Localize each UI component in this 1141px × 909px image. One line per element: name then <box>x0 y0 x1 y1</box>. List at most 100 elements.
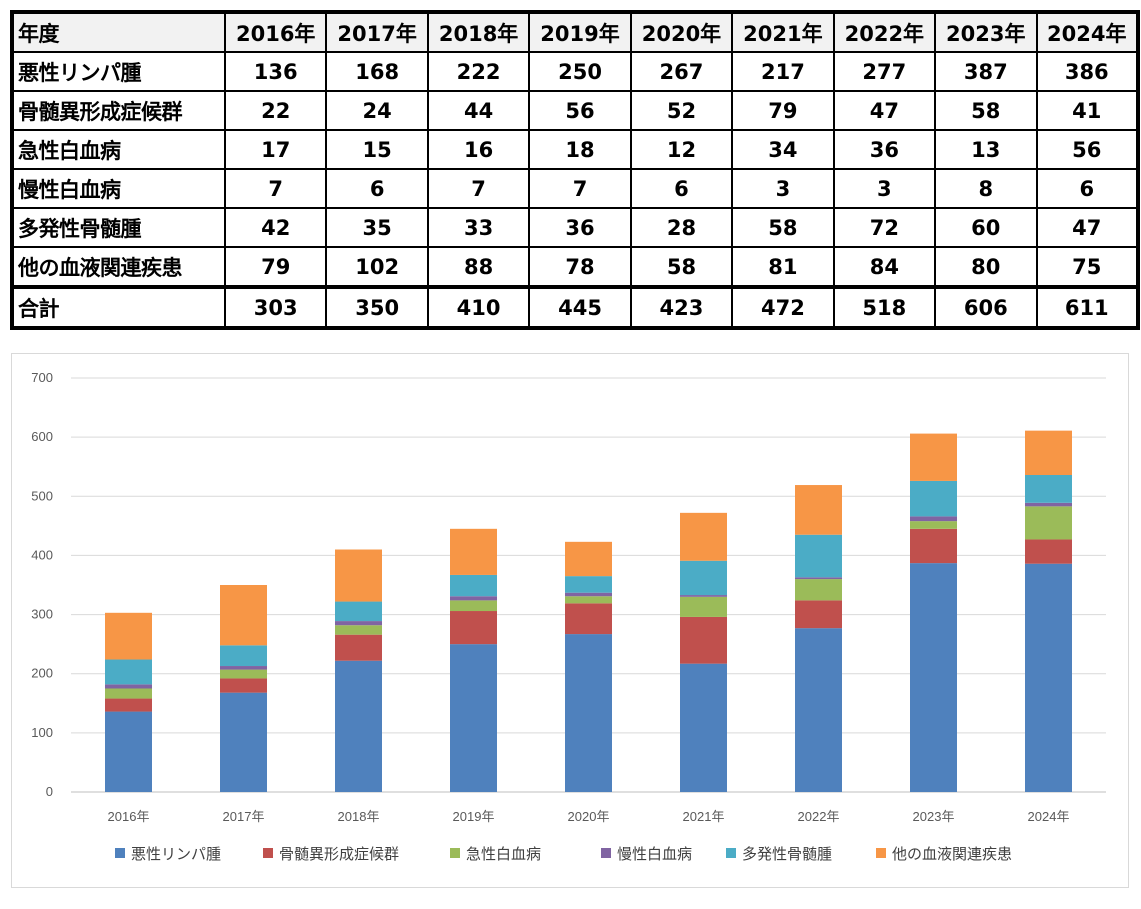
y-tick-label: 0 <box>46 784 53 799</box>
table-row: 悪性リンパ腫 136 168 222 250 267 217 277 387 386 <box>11 51 1139 92</box>
table-row: 多発性骨髄腫 42 35 33 36 28 58 72 60 47 <box>11 207 1139 248</box>
legend-label: 慢性白血病 <box>617 845 692 863</box>
disease-label: 慢性白血病 <box>11 168 226 209</box>
bar-segment <box>795 577 842 580</box>
bar-segment <box>680 616 727 664</box>
total-cell: 445 <box>528 285 632 329</box>
x-tick-label: 2023年 <box>913 809 955 824</box>
bar-segment <box>1025 430 1072 475</box>
table-cell: 81 <box>731 246 835 288</box>
bar-segment <box>565 634 612 792</box>
table-cell: 79 <box>223 246 328 288</box>
bar-segment <box>795 579 842 601</box>
bar-segment <box>335 634 382 661</box>
x-tick-label: 2018年 <box>338 809 380 824</box>
table-cell: 3 <box>832 168 937 209</box>
bar-segment <box>795 534 842 578</box>
bar-segment <box>680 512 727 561</box>
legend-label: 急性白血病 <box>466 845 541 863</box>
table-cell: 168 <box>325 51 429 92</box>
stacked-bar-chart: 0 100 200 300 400 500 600 700 2016年 2017年 2018年 201… <box>11 353 1129 888</box>
x-tick-label: 2019年 <box>453 809 495 824</box>
bar-segment <box>335 660 382 792</box>
bar-segment <box>105 684 152 689</box>
table-cell: 80 <box>934 246 1038 288</box>
y-tick-label: 300 <box>31 607 53 622</box>
y-tick-label: 600 <box>31 429 53 444</box>
table-cell: 8 <box>934 168 1038 209</box>
bar-segment <box>910 433 957 481</box>
table-cell: 22 <box>223 90 328 131</box>
x-tick-label: 2022年 <box>798 809 840 824</box>
bar-segment <box>220 585 267 646</box>
total-cell: 410 <box>426 285 531 329</box>
x-tick-label: 2024年 <box>1028 809 1070 824</box>
legend-label: 多発性骨髄腫 <box>742 845 832 863</box>
bar-segment <box>335 601 382 622</box>
table-cell: 277 <box>832 51 937 92</box>
bar-segment <box>220 645 267 667</box>
year-header: 2019年 <box>528 11 632 53</box>
bar-segment <box>680 663 727 792</box>
table-cell: 217 <box>731 51 835 92</box>
table-cell: 79 <box>731 90 835 131</box>
bar-segment <box>335 625 382 635</box>
table-cell: 7 <box>528 168 632 209</box>
bar-segment <box>220 678 267 693</box>
bar-segment <box>1025 474 1072 503</box>
year-header: 2017年 <box>325 11 429 53</box>
year-header: 2018年 <box>426 11 531 53</box>
legend-label: 骨髄異形成症候群 <box>279 845 399 863</box>
bar-segment <box>450 574 497 597</box>
table-cell: 56 <box>528 90 632 131</box>
year-header: 2016年 <box>223 11 328 53</box>
table-cell: 44 <box>426 90 531 131</box>
table-cell: 250 <box>528 51 632 92</box>
total-cell: 350 <box>325 285 429 329</box>
bar-segment <box>565 576 612 593</box>
table-cell: 58 <box>629 246 734 288</box>
table-cell: 17 <box>223 129 328 170</box>
table-cell: 3 <box>731 168 835 209</box>
table-row: 他の血液関連疾患 79 102 88 78 58 81 84 80 75 <box>11 246 1139 288</box>
bar-segment <box>680 596 727 617</box>
year-header: 2023年 <box>934 11 1038 53</box>
table-cell: 78 <box>528 246 632 288</box>
bar-segment <box>220 669 267 679</box>
table-cell: 47 <box>832 90 937 131</box>
disease-label: 骨髄異形成症候群 <box>11 90 226 131</box>
table-cell: 6 <box>629 168 734 209</box>
disease-label: 多発性骨髄腫 <box>11 207 226 248</box>
table-cell: 12 <box>629 129 734 170</box>
table-cell: 75 <box>1035 246 1139 288</box>
total-cell: 423 <box>629 285 734 329</box>
bar-segment <box>910 528 957 564</box>
table-cell: 56 <box>1035 129 1139 170</box>
table-cell: 88 <box>426 246 531 288</box>
total-label: 合計 <box>11 285 226 329</box>
x-tick-label: 2021年 <box>683 809 725 824</box>
bar-segment <box>450 600 497 612</box>
table-cell: 36 <box>528 207 632 248</box>
total-cell: 518 <box>832 285 937 329</box>
legend-swatch <box>726 848 736 858</box>
bar-segment <box>1025 539 1072 564</box>
bar-segment <box>450 644 497 792</box>
legend-swatch <box>263 848 273 858</box>
bar-segment <box>795 485 842 535</box>
table-cell: 136 <box>223 51 328 92</box>
total-cell: 472 <box>731 285 835 329</box>
legend-label: 他の血液関連疾患 <box>892 845 1012 863</box>
table-cell: 28 <box>629 207 734 248</box>
table-cell: 267 <box>629 51 734 92</box>
x-tick-label: 2016年 <box>108 809 150 824</box>
legend-swatch <box>876 848 886 858</box>
table-cell: 15 <box>325 129 429 170</box>
data-table: 年度 2016年 2017年 2018年 2019年 2020年 2021年 2… <box>10 10 1140 330</box>
bar-segment <box>1025 502 1072 507</box>
bar-segment <box>680 595 727 597</box>
table-cell: 58 <box>934 90 1038 131</box>
bar-segment <box>565 541 612 577</box>
x-tick-label: 2017年 <box>223 809 265 824</box>
year-header: 2022年 <box>832 11 937 53</box>
